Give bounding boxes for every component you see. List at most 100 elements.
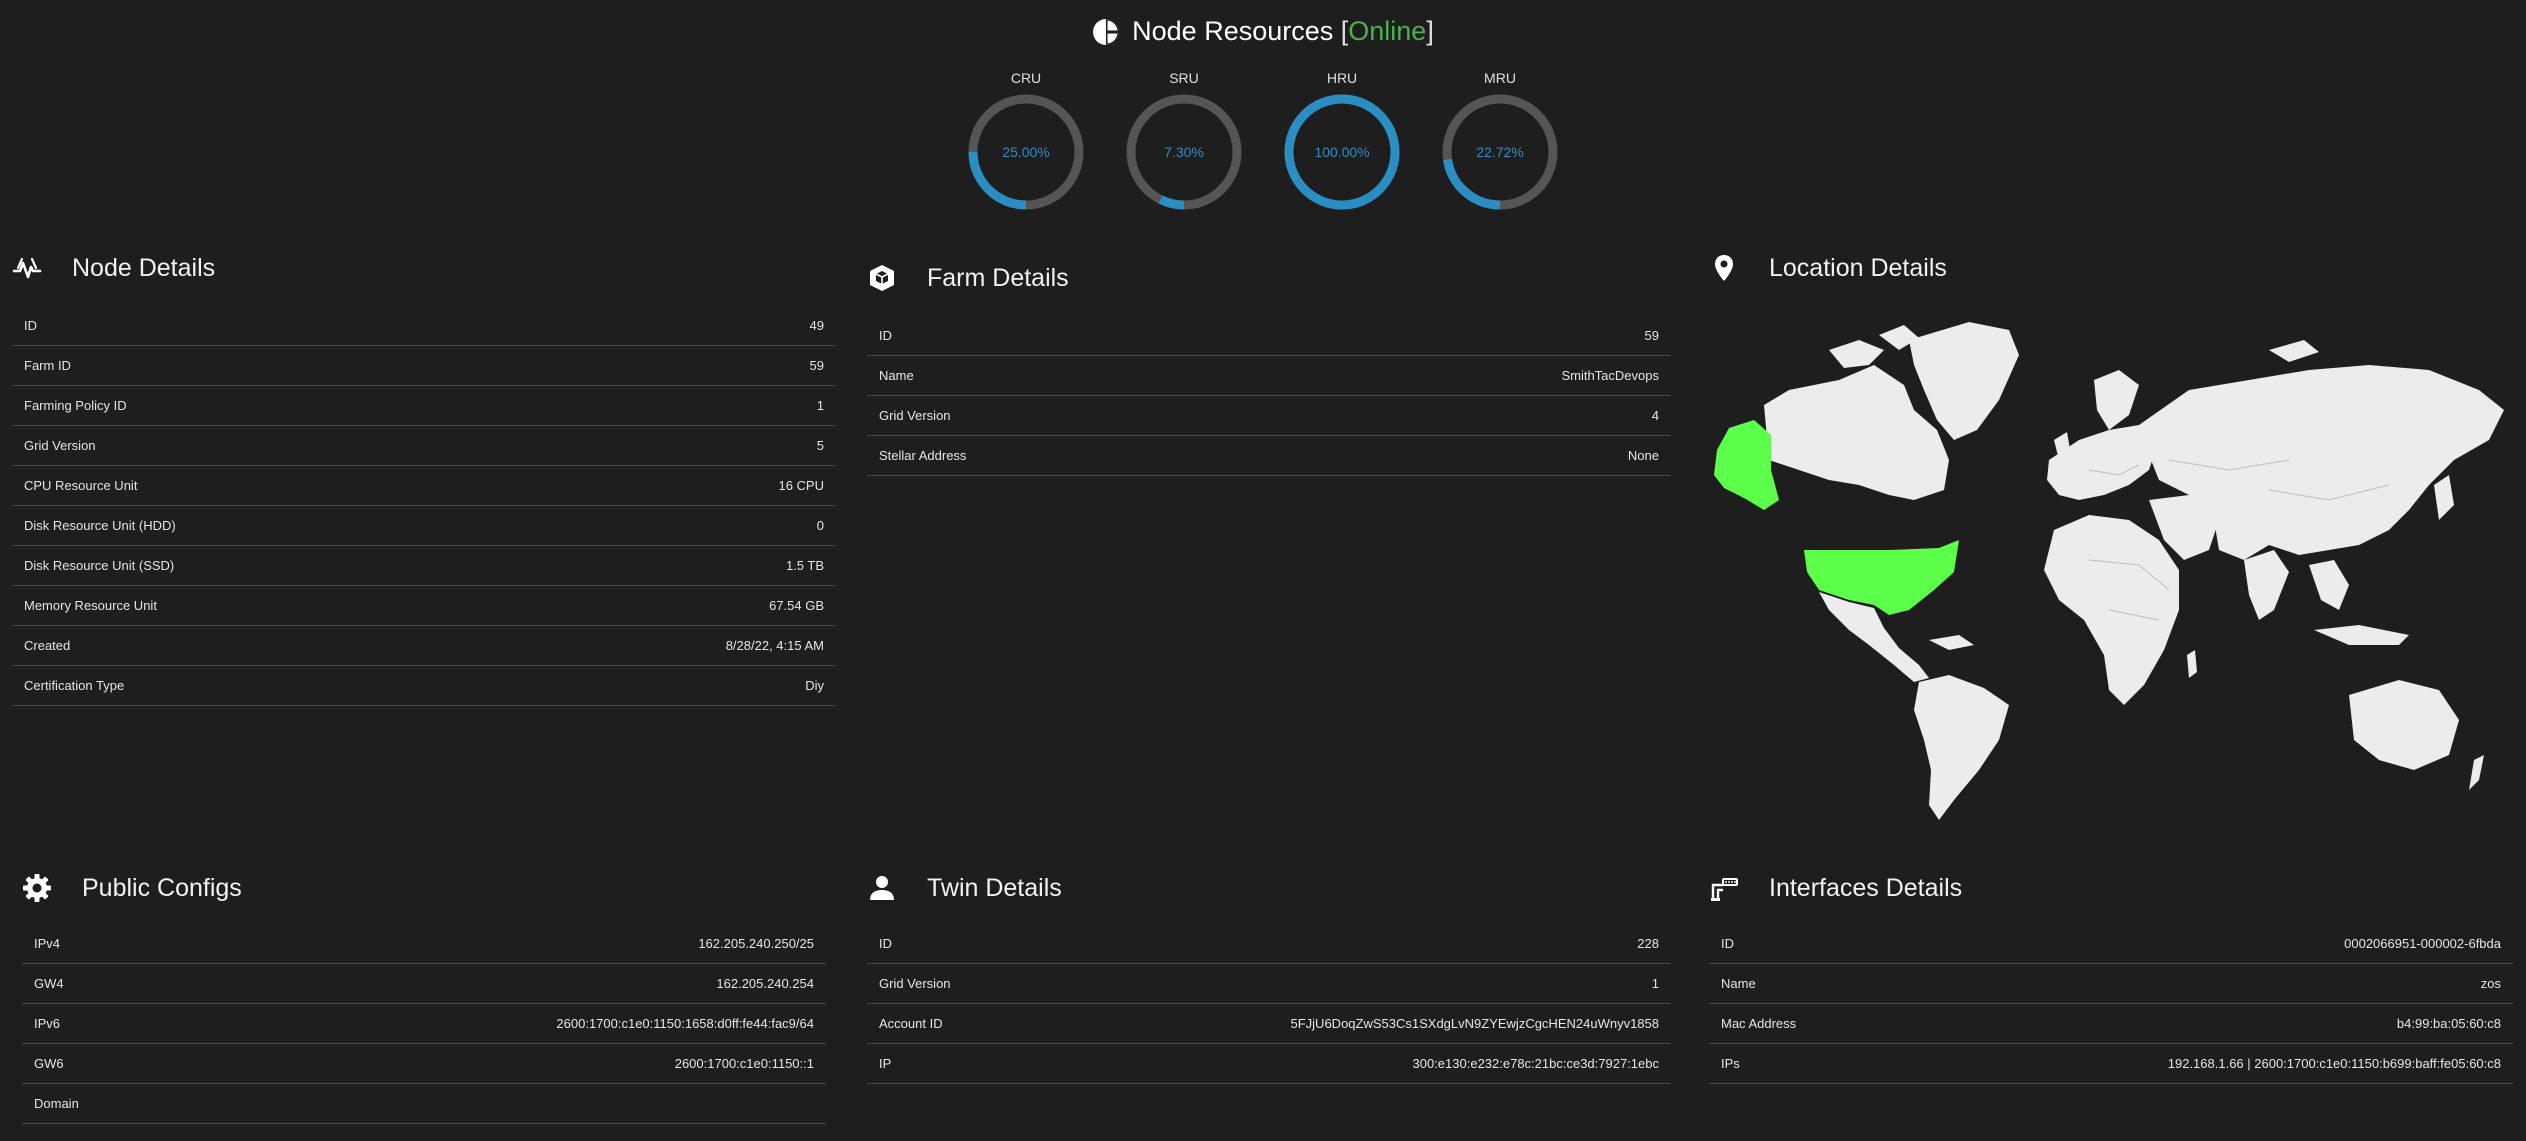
- map-region-usa: [1804, 540, 1959, 615]
- location-details-panel: Location Details: [1709, 248, 2513, 288]
- detail-value: 5FJjU6DoqZwS53Cs1SXdgLvN9ZYEwjzCgcHEN24u…: [1290, 1016, 1660, 1031]
- detail-value: 59: [1644, 328, 1659, 343]
- detail-label: IPv6: [34, 1016, 61, 1031]
- detail-row: Grid Version 5: [12, 426, 836, 466]
- detail-row: CPU Resource Unit 16 CPU: [12, 466, 836, 506]
- gauge-label: CRU: [1010, 70, 1042, 86]
- gauge-ring: 100.00%: [1284, 94, 1400, 210]
- detail-row: GW6 2600:1700:c1e0:1150::1: [22, 1044, 826, 1084]
- detail-row: ID 59: [867, 316, 1671, 356]
- panel-header: Node Details: [12, 248, 836, 288]
- detail-label: IPs: [1721, 1056, 1740, 1071]
- detail-value: 49: [809, 318, 824, 333]
- detail-row: Name zos: [1709, 964, 2513, 1004]
- detail-label: Account ID: [879, 1016, 943, 1031]
- gauge-value: 7.30%: [1164, 144, 1204, 160]
- interfaces-details-panel: Interfaces Details ID 0002066951-000002-6…: [1709, 868, 2513, 1084]
- detail-row: Memory Resource Unit 67.54 GB: [12, 586, 836, 626]
- gauge-ring: 22.72%: [1442, 94, 1558, 210]
- gauge-hru: HRU 100.00%: [1282, 70, 1402, 212]
- detail-label: Domain: [34, 1096, 79, 1111]
- detail-value: 2600:1700:c1e0:1150::1: [674, 1056, 814, 1071]
- pie-chart-icon: [1092, 18, 1120, 46]
- gear-icon: [22, 873, 52, 903]
- map-region-mexico: [1819, 592, 1929, 682]
- detail-value: 4: [1651, 408, 1659, 423]
- node-details-panel: Node Details ID 49 Farm ID 59 Farming Poli…: [12, 248, 836, 706]
- gauge-mru: MRU 22.72%: [1440, 70, 1560, 212]
- detail-value: 16 CPU: [778, 478, 824, 493]
- panel-title: Public Configs: [82, 873, 242, 902]
- gauge-ring: 7.30%: [1126, 94, 1242, 210]
- detail-row: Disk Resource Unit (SSD) 1.5 TB: [12, 546, 836, 586]
- detail-row: IPs 192.168.1.66 | 2600:1700:c1e0:1150:b6…: [1709, 1044, 2513, 1084]
- detail-row: Mac Address b4:99:ba:05:60:c8: [1709, 1004, 2513, 1044]
- map-region-asia: [2139, 365, 2504, 560]
- gauge-value: 22.72%: [1476, 144, 1523, 160]
- network-interface-icon: [1709, 873, 1739, 903]
- detail-label: Disk Resource Unit (HDD): [24, 518, 176, 533]
- detail-value: 162.205.240.254: [716, 976, 814, 991]
- map-region-europe: [2047, 425, 2159, 500]
- farm-details-panel: Farm Details ID 59 Name SmithTacDevops Gri…: [867, 258, 1671, 476]
- map-region-greenland: [1909, 322, 2019, 440]
- panel-title: Farm Details: [927, 263, 1069, 292]
- public-configs-panel: Public Configs IPv4 162.205.240.250/25 GW…: [22, 868, 826, 1124]
- resource-gauges: CRU 25.00% SRU 7.30% HRU 100.00% MRU 22.…: [0, 70, 2526, 212]
- status-bracket-close: ]: [1426, 16, 1434, 46]
- detail-row: IP 300:e130:e232:e78c:21bc:ce3d:7927:1ebc: [867, 1044, 1671, 1084]
- detail-row: Farm ID 59: [12, 346, 836, 386]
- gauge-label: HRU: [1326, 70, 1358, 86]
- map-region-middle-east: [2149, 495, 2219, 560]
- node-details-list: ID 49 Farm ID 59 Farming Policy ID 1 Grid V…: [12, 306, 836, 706]
- gauge-label: SRU: [1169, 70, 1199, 86]
- map-region-madagascar: [2187, 650, 2197, 678]
- map-region-india: [2244, 550, 2289, 620]
- panel-header: Location Details: [1709, 248, 2513, 288]
- detail-value: zos: [2480, 976, 2501, 991]
- detail-label: IP: [879, 1056, 892, 1071]
- detail-label: GW6: [34, 1056, 64, 1071]
- detail-label: Disk Resource Unit (SSD): [24, 558, 175, 573]
- detail-row: ID 0002066951-000002-6fbda: [1709, 924, 2513, 964]
- map-region-indonesia: [2314, 625, 2409, 645]
- map-region-southeast-asia: [2309, 560, 2349, 610]
- map-region-scandinavia: [2094, 370, 2139, 430]
- detail-label: Name: [1721, 976, 1756, 991]
- detail-row: ID 49: [12, 306, 836, 346]
- detail-row: Name SmithTacDevops: [867, 356, 1671, 396]
- panel-title: Twin Details: [927, 873, 1062, 902]
- detail-label: Grid Version: [879, 976, 951, 991]
- detail-value: Diy: [805, 678, 824, 693]
- detail-value: b4:99:ba:05:60:c8: [2396, 1016, 2501, 1031]
- map-region-new-zealand: [2469, 755, 2484, 790]
- panel-header: Twin Details: [867, 868, 1671, 908]
- detail-value: 228: [1637, 936, 1659, 951]
- panel-header: Public Configs: [22, 868, 826, 908]
- detail-row: Disk Resource Unit (HDD) 0: [12, 506, 836, 546]
- world-map[interactable]: [1709, 310, 2513, 825]
- status-bracket-open: [: [1340, 16, 1349, 46]
- twin-details-panel: Twin Details ID 228 Grid Version 1 Account…: [867, 868, 1671, 1084]
- detail-label: IPv4: [34, 936, 61, 951]
- panel-title: Interfaces Details: [1769, 873, 1963, 902]
- gauge-label: MRU: [1484, 70, 1516, 86]
- map-pin-icon: [1709, 253, 1739, 283]
- gauge-fill: [1284, 94, 1400, 210]
- map-region-arctic-islands: [1829, 340, 1884, 368]
- detail-value: 0002066951-000002-6fbda: [2344, 936, 2501, 951]
- gauge-sru: SRU 7.30%: [1124, 70, 1244, 212]
- user-icon: [867, 873, 897, 903]
- detail-label: Memory Resource Unit: [24, 598, 157, 613]
- detail-row: ID 228: [867, 924, 1671, 964]
- detail-label: Name: [879, 368, 914, 383]
- gauge-fill: [968, 94, 1084, 210]
- detail-label: Grid Version: [24, 438, 96, 453]
- map-region-alaska: [1714, 420, 1779, 510]
- detail-value: 0: [816, 518, 824, 533]
- panel-title: Node Details: [72, 253, 216, 282]
- detail-value: None: [1627, 448, 1659, 463]
- twin-details-list: ID 228 Grid Version 1 Account ID 5FJjU6DoqZ…: [867, 924, 1671, 1084]
- detail-value: 8/28/22, 4:15 AM: [725, 638, 824, 653]
- detail-value: 192.168.1.66 | 2600:1700:c1e0:1150:b699:…: [2167, 1056, 2501, 1071]
